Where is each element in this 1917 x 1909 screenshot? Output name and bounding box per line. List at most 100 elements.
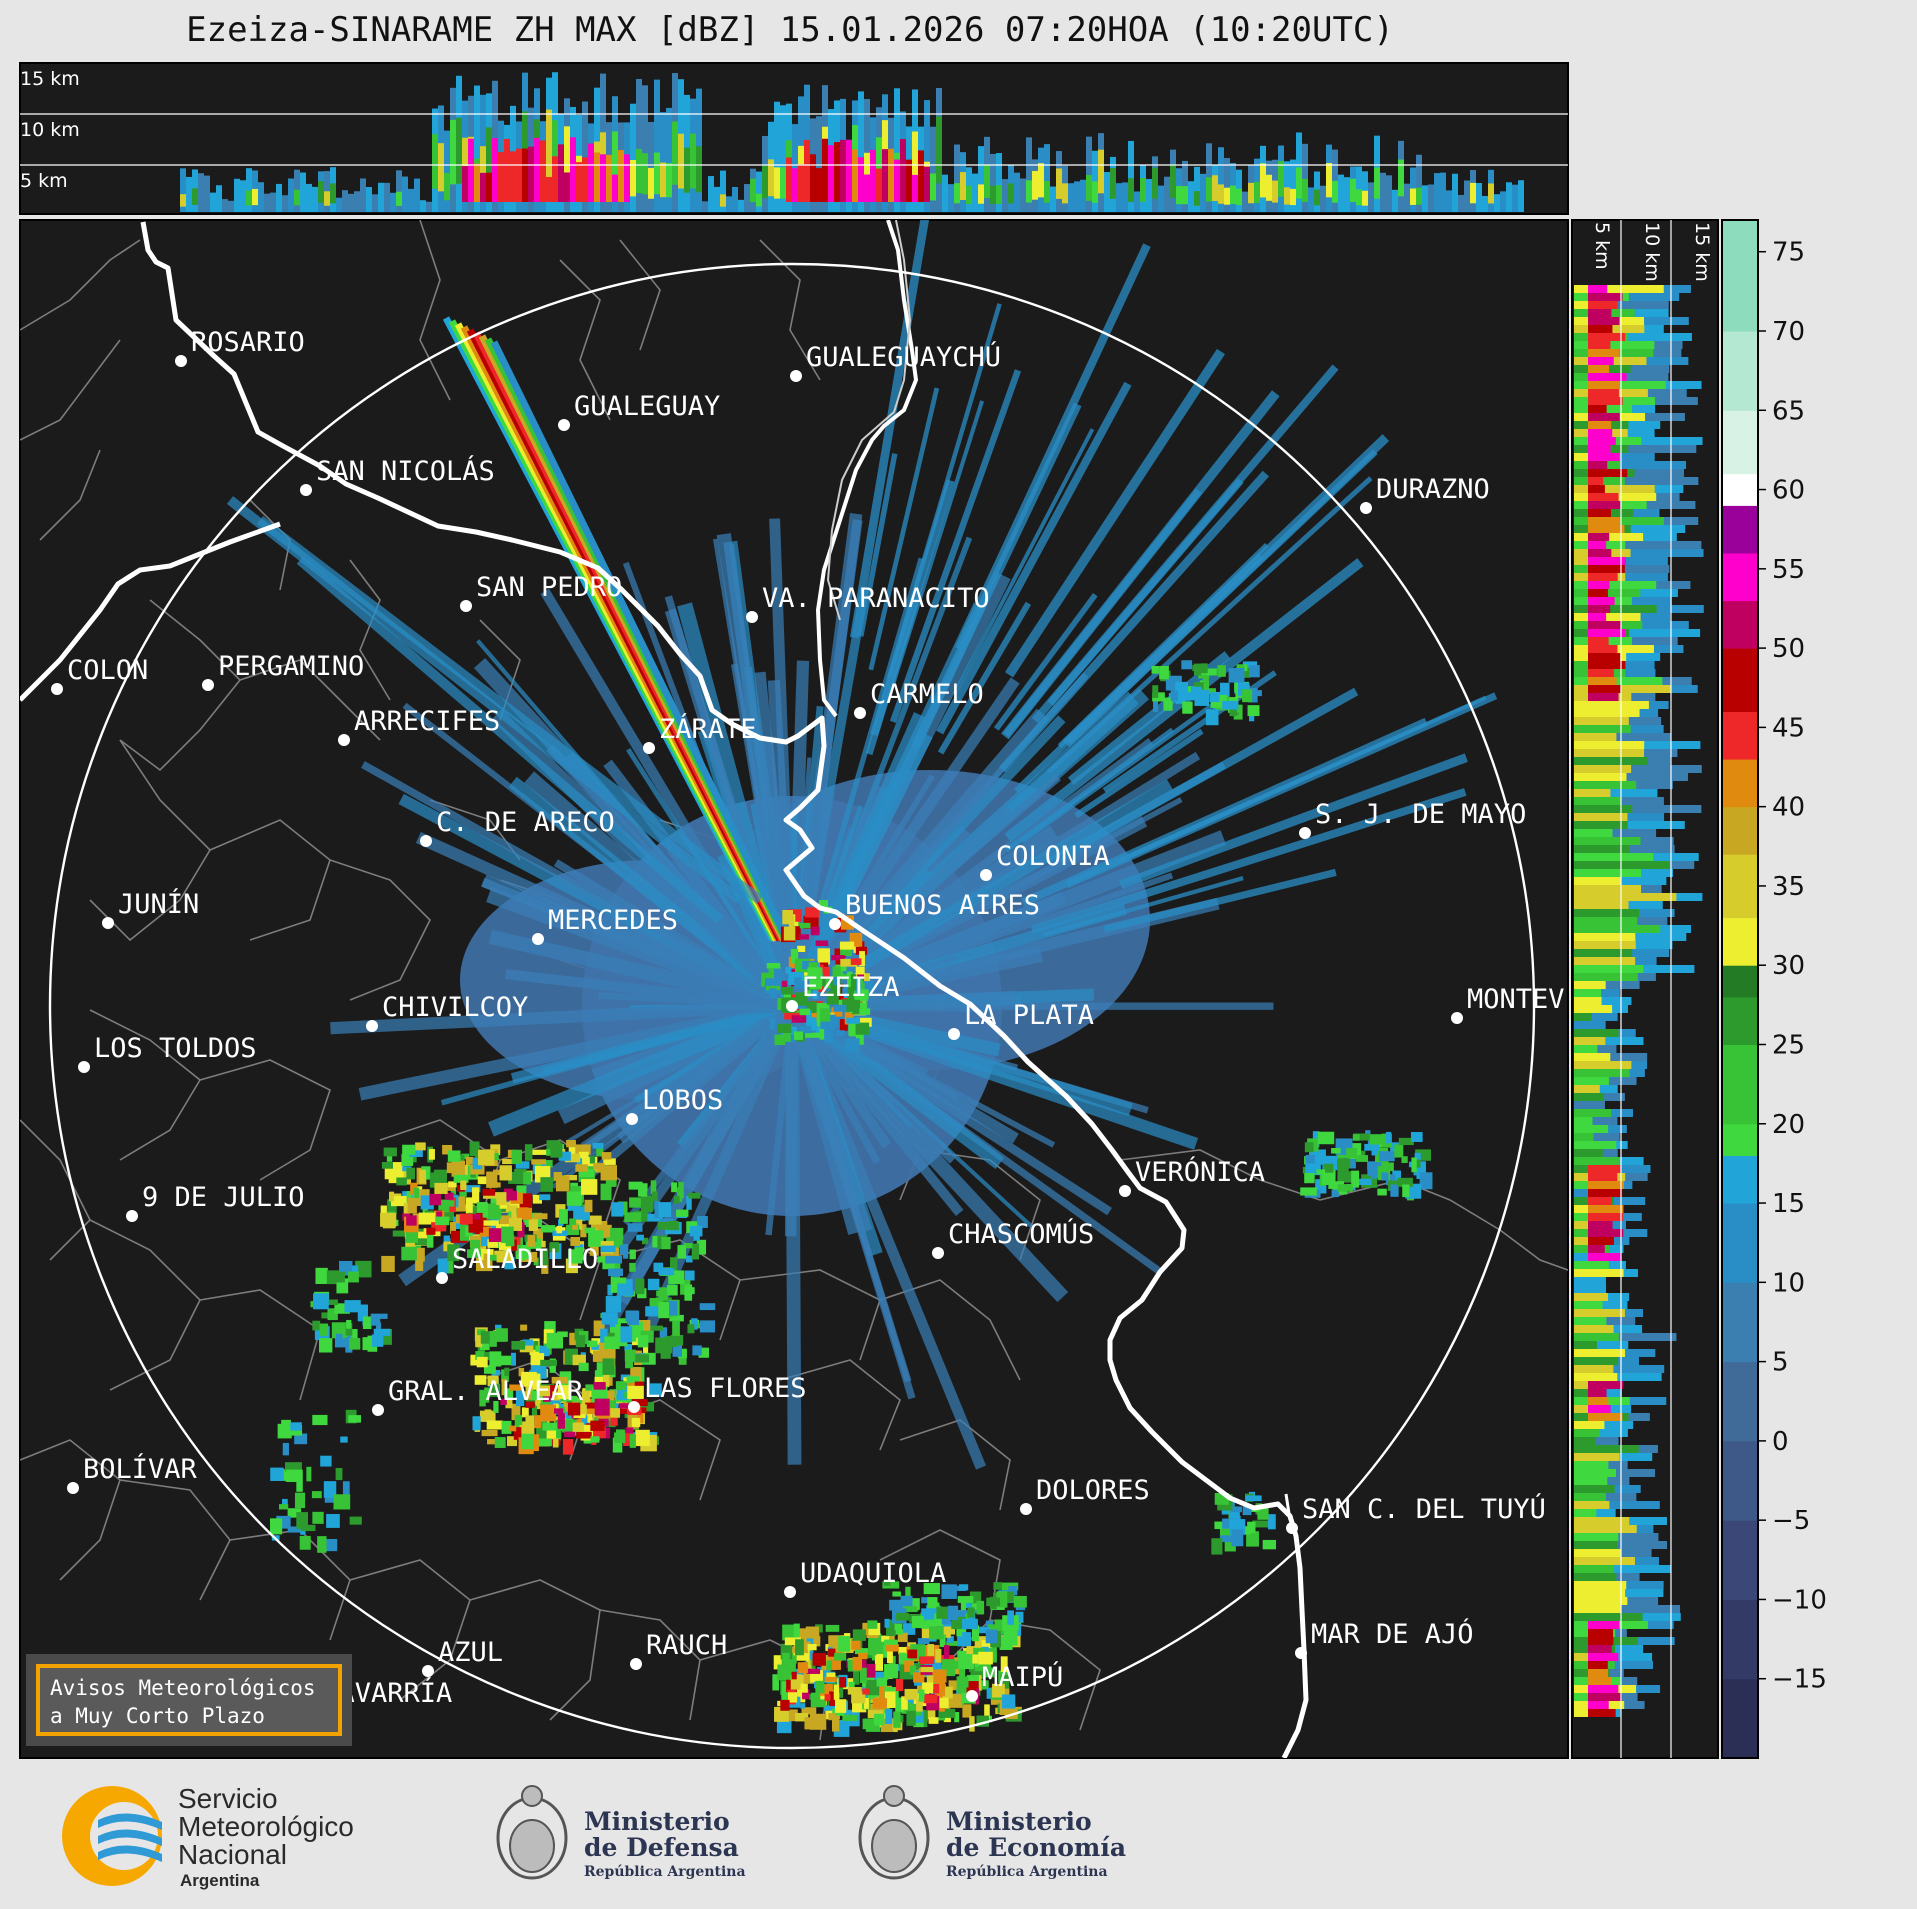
- profile-column: [1506, 182, 1512, 212]
- storm-cell-pixel: [804, 990, 811, 997]
- storm-cell-pixel: [461, 1153, 470, 1160]
- profile-column: [954, 144, 960, 212]
- profile-column: [684, 147, 690, 193]
- city-label: DURAZNO: [1376, 474, 1490, 505]
- storm-cell-pixel: [851, 1640, 861, 1650]
- storm-cell-pixel: [815, 940, 829, 947]
- storm-cell-pixel: [612, 1437, 623, 1453]
- profile-column: [354, 191, 360, 212]
- radar-map[interactable]: ROSARIO GUALEGUAYCHÚ GUALEGUAY SAN NICOLÁS D…: [19, 202, 1569, 1759]
- profile-row: [1574, 757, 1649, 765]
- profile-column: [1440, 172, 1446, 212]
- profile-column: [660, 112, 666, 212]
- profile-column: [486, 172, 492, 202]
- storm-cell-pixel: [508, 1171, 518, 1184]
- storm-cell-pixel: [792, 914, 799, 930]
- storm-cell-pixel: [483, 1220, 499, 1226]
- storm-cell-pixel: [605, 1296, 622, 1313]
- profile-row: [1574, 1077, 1609, 1085]
- storm-cell-pixel: [913, 1672, 925, 1683]
- city-label: SAN C. DEL TUYÚ: [1302, 1493, 1546, 1525]
- city-label: DOLORES: [1036, 1475, 1150, 1506]
- storm-cell-pixel: [593, 1320, 605, 1337]
- storm-cell-pixel: [926, 1675, 934, 1689]
- storm-cell-pixel: [528, 1373, 541, 1390]
- storm-cell-pixel: [552, 1391, 561, 1401]
- profile-row: [1574, 989, 1602, 997]
- storm-cell-pixel: [656, 1290, 665, 1297]
- storm-cell-pixel: [781, 986, 793, 995]
- storm-cell-pixel: [817, 1667, 830, 1676]
- storm-cell-pixel: [609, 1322, 621, 1338]
- storm-cell-pixel: [972, 1654, 979, 1664]
- storm-cell-pixel: [434, 1182, 448, 1194]
- storm-cell-pixel: [493, 1401, 499, 1413]
- storm-cell-pixel: [669, 1314, 684, 1322]
- storm-cell-pixel: [1205, 709, 1219, 726]
- colorbar-band: [1722, 1123, 1758, 1156]
- colorbar-tick-label: 0: [1772, 1427, 1789, 1457]
- boundary-line: [599, 1609, 701, 1721]
- storm-cell-pixel: [802, 1641, 811, 1652]
- storm-cell-pixel: [327, 1308, 338, 1321]
- storm-cell-pixel: [801, 1707, 817, 1715]
- profile-row: [1574, 1333, 1619, 1341]
- profile-column: [1302, 143, 1308, 212]
- storm-cell-pixel: [859, 1667, 867, 1684]
- storm-cell-pixel: [1229, 1507, 1240, 1521]
- storm-cell-pixel: [1175, 681, 1189, 696]
- profile-column: [1044, 181, 1050, 203]
- profile-row: [1574, 1357, 1619, 1365]
- radial-spoke: [1047, 478, 1244, 706]
- storm-cell-pixel: [823, 978, 837, 989]
- colorbar-tick-label: 50: [1772, 634, 1805, 664]
- storm-cell-pixel: [855, 977, 861, 994]
- profile-row: [1574, 829, 1613, 837]
- storm-cell-pixel: [426, 1227, 436, 1235]
- storm-cell-pixel: [807, 967, 823, 980]
- city-marker: [78, 1061, 90, 1073]
- profile-row: [1588, 669, 1614, 677]
- profile-column: [744, 184, 750, 212]
- profile-row: [1574, 1445, 1639, 1453]
- storm-cell-pixel: [927, 1597, 938, 1609]
- storm-cell-pixel: [414, 1238, 431, 1246]
- storm-cell-pixel: [500, 1398, 507, 1405]
- storm-cell-pixel: [501, 1379, 507, 1396]
- warning-button[interactable]: Avisos Meteorológicos a Muy Corto Plazo: [36, 1664, 342, 1736]
- profile-column: [1068, 183, 1074, 212]
- profile-column: [996, 185, 1002, 204]
- storm-cell-pixel: [566, 1224, 580, 1236]
- profile-row: [1588, 421, 1612, 429]
- storm-cell-pixel: [918, 1689, 925, 1702]
- city-label: ROSARIO: [191, 327, 305, 358]
- storm-cell-pixel: [1257, 1508, 1269, 1520]
- profile-column: [480, 146, 486, 193]
- storm-cell-pixel: [840, 945, 852, 956]
- storm-cell-pixel: [520, 1245, 527, 1261]
- storm-cell-pixel: [867, 1620, 878, 1629]
- radar-range-ring: [48, 262, 1536, 1750]
- profile-row: [1588, 397, 1623, 405]
- storm-cell-pixel: [691, 1318, 698, 1330]
- storm-cell-pixel: [604, 1408, 620, 1418]
- profile-row: [1588, 317, 1620, 325]
- storm-cell-pixel: [613, 1271, 619, 1282]
- storm-cell-pixel: [531, 1159, 547, 1165]
- storm-cell-pixel: [557, 1413, 565, 1429]
- storm-cell-pixel: [546, 1332, 564, 1349]
- storm-cell-pixel: [615, 1429, 625, 1442]
- storm-cell-pixel: [287, 1526, 304, 1533]
- storm-cell-pixel: [808, 962, 818, 970]
- storm-cell-pixel: [635, 1354, 650, 1363]
- storm-cell-pixel: [692, 1345, 702, 1356]
- side-label-5km: 5 km: [1591, 222, 1613, 270]
- storm-cell-pixel: [558, 1151, 571, 1161]
- storm-cell-pixel: [499, 1165, 512, 1181]
- profile-row: [1574, 765, 1702, 773]
- storm-cell-pixel: [649, 1298, 664, 1309]
- storm-cell-pixel: [637, 1413, 644, 1424]
- profile-column: [660, 162, 666, 198]
- storm-cell-pixel: [1337, 1171, 1352, 1183]
- profile-row: [1574, 1429, 1628, 1437]
